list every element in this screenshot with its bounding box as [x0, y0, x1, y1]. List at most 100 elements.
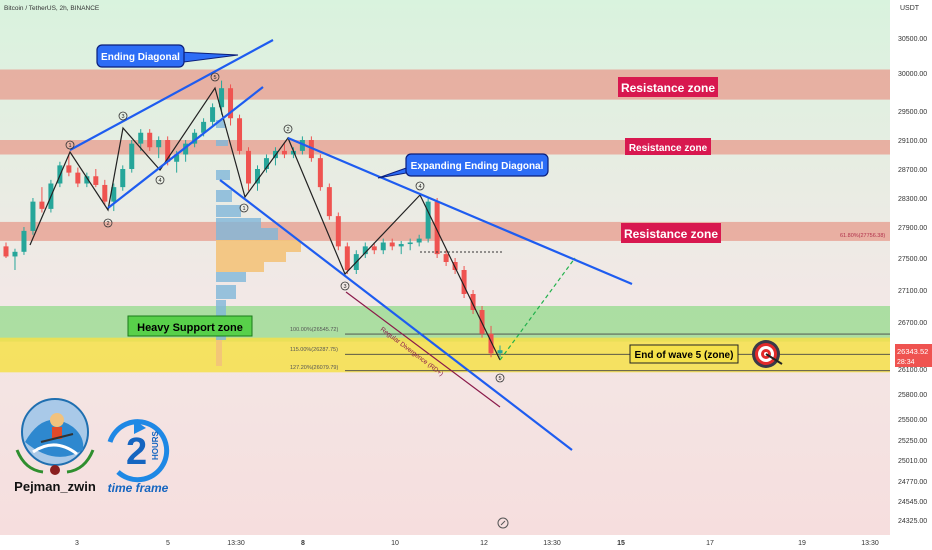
trendlines [69, 39, 633, 451]
time-tick: 5 [166, 540, 170, 547]
candle [66, 154, 72, 177]
time-tick: 19 [798, 540, 806, 547]
vp-bar [216, 218, 261, 228]
tf-unit: HOURS [151, 430, 160, 460]
price-tick: 26100.00 [898, 367, 927, 374]
candle-body [425, 201, 431, 239]
price-tick: 24545.00 [898, 499, 927, 506]
price-axis[interactable]: 30500.00 30000.00 29500.00 29100.00 28700.00… [898, 36, 927, 525]
candle-body [111, 187, 117, 202]
ending-diagonal-upper [69, 39, 274, 151]
countdown: 28:34 [897, 359, 915, 366]
candle-body [237, 118, 243, 151]
candle-body [102, 184, 108, 202]
timeframe-icon: 2 HOURS [107, 419, 170, 483]
currency-label: USDT [900, 5, 920, 12]
candle [299, 136, 305, 155]
candle [219, 80, 225, 115]
wave-path [29, 86, 501, 361]
time-axis[interactable]: 3 5 13:30 8 10 12 13:30 15 17 19 13:30 [75, 540, 879, 547]
candle-body [138, 132, 144, 144]
candle [434, 198, 440, 258]
price-tick: 29100.00 [898, 138, 927, 145]
candle-body [398, 244, 404, 247]
price-tick: 28300.00 [898, 196, 927, 203]
candle-body [93, 176, 99, 185]
vp-bar [216, 262, 264, 272]
candle [407, 238, 413, 251]
candle [344, 242, 350, 274]
candle-body [75, 172, 81, 184]
candle [183, 140, 189, 162]
candle [147, 129, 153, 151]
time-tick: 17 [706, 540, 714, 547]
wave-marker-label: 3 [343, 284, 346, 290]
candle-body [39, 201, 45, 209]
candle [12, 248, 18, 270]
wave-marker: 3 [118, 111, 128, 121]
candle [30, 198, 36, 235]
candle [84, 172, 90, 188]
candle [290, 147, 296, 159]
candle [254, 165, 260, 191]
fib-label-127: 127.20%(26079.79) [290, 365, 338, 371]
price-tick: 24770.00 [898, 479, 927, 486]
price-tick: 25010.00 [898, 458, 927, 465]
price-tick: 25250.00 [898, 438, 927, 445]
current-price: 26343.52 [897, 347, 928, 356]
time-tick: 13:30 [543, 540, 561, 547]
candle-body [299, 140, 305, 151]
expanding-diagonal-label: Expanding Ending Diagonal [411, 161, 544, 172]
price-tick: 26700.00 [898, 320, 927, 327]
candle [362, 242, 368, 258]
wave5-label: End of wave 5 (zone) [629, 344, 739, 364]
candle-body [228, 88, 234, 119]
author-name: Pejman_zwin [14, 479, 96, 494]
resistance-label-1: Resistance zone [618, 77, 718, 97]
candle [246, 147, 252, 191]
wave-marker-label: 1 [242, 206, 245, 212]
wave-marker-ring [415, 181, 425, 191]
candle-body [326, 187, 332, 217]
price-tick: 29500.00 [898, 109, 927, 116]
wave-marker: 2 [103, 218, 113, 228]
expanding-diagonal-callout: Expanding Ending Diagonal [377, 153, 549, 179]
candle [326, 183, 332, 220]
candle-body [246, 150, 252, 184]
candle-body [317, 158, 323, 188]
candle [281, 143, 287, 159]
wave5-text: End of wave 5 (zone) [635, 350, 734, 361]
wave-marker-ring [210, 72, 220, 82]
candle-body [156, 140, 162, 148]
wave-marker-ring [155, 175, 165, 185]
wave-marker-ring [103, 218, 113, 228]
candle-body [201, 121, 207, 133]
candle-body [210, 107, 216, 122]
target-icon [752, 340, 783, 368]
candle-body [407, 242, 413, 245]
zone-band-2 [0, 221, 890, 241]
candle [237, 114, 243, 155]
candle [111, 183, 117, 212]
candle [156, 136, 162, 159]
candle [380, 238, 386, 255]
candle [75, 167, 81, 188]
wave-marker-label: 5 [498, 376, 501, 382]
replay-icon[interactable] [497, 517, 509, 529]
candle [389, 238, 395, 251]
candle [461, 266, 467, 298]
price-tick: 27500.00 [898, 256, 927, 263]
candle-body [21, 230, 27, 252]
time-tick: 13:30 [227, 540, 245, 547]
candle-body [281, 150, 287, 155]
wave-marker: 4 [155, 175, 165, 185]
candle [371, 242, 377, 255]
wave-marker: 4 [415, 181, 425, 191]
resistance-label-2: Resistance zone [625, 138, 711, 155]
price-tick: 30500.00 [898, 36, 927, 43]
candle [263, 154, 269, 173]
candle-body [389, 242, 395, 247]
ending-diagonal-label: Ending Diagonal [101, 52, 180, 63]
